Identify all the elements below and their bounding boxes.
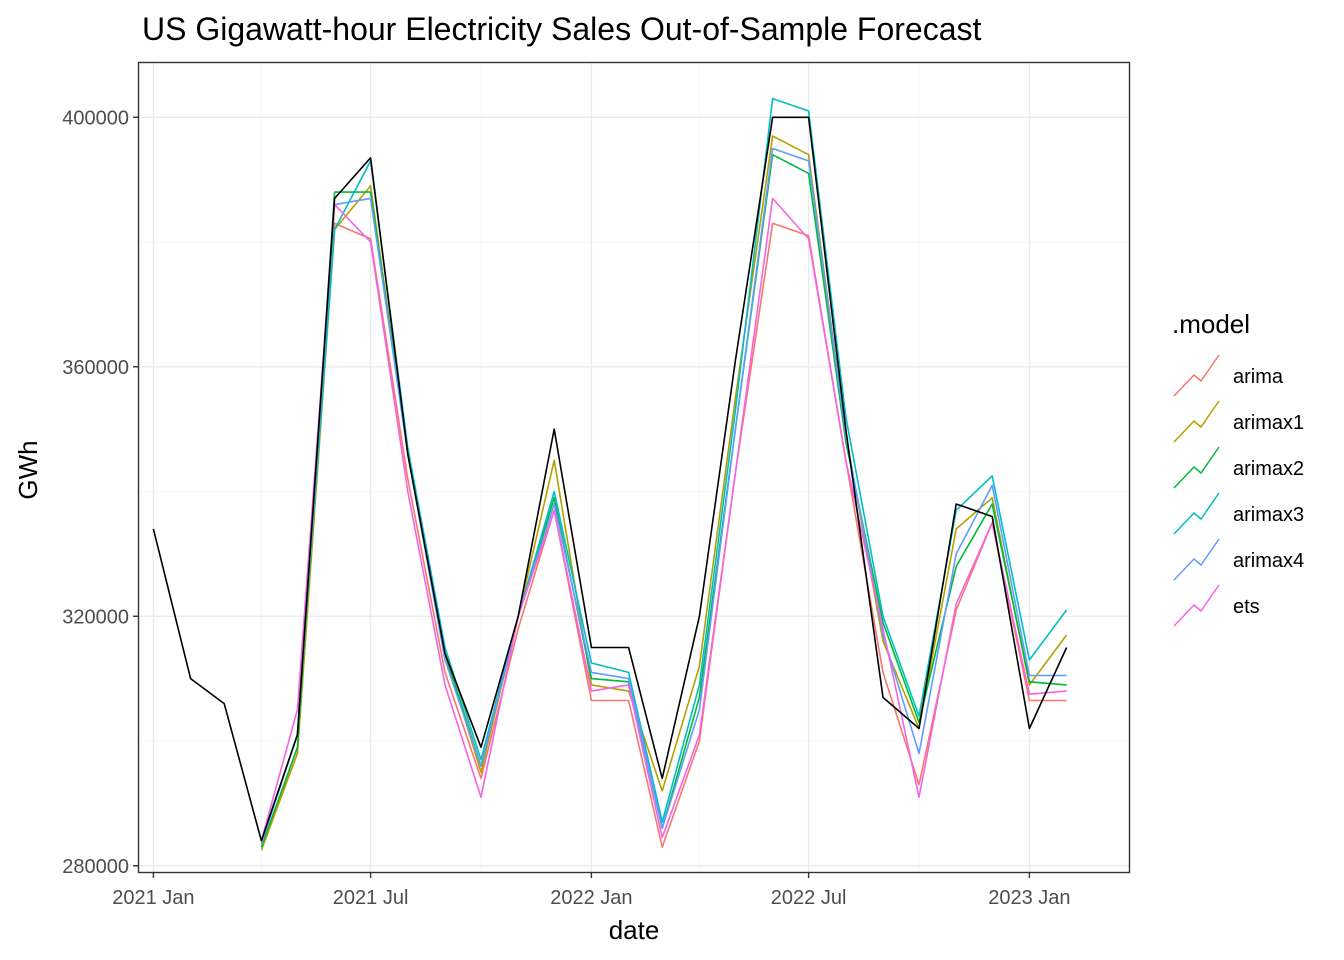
series-line-arimax4 — [260, 147, 1067, 845]
x-tick-label: 2021 Jul — [333, 887, 409, 909]
legend-key-arimax2 — [1173, 446, 1220, 489]
x-tick-label: 2022 Jan — [550, 887, 632, 909]
series-line-arimax3 — [260, 97, 1068, 842]
x-tick-label: 2023 Jan — [988, 887, 1070, 909]
plot-panel — [137, 61, 1131, 874]
grid — [139, 63, 1129, 872]
y-tick-label: 320000 — [62, 606, 129, 628]
legend-key-arima — [1173, 354, 1220, 397]
legend-label-ets: ets — [1233, 596, 1260, 618]
legend-key-arimax3 — [1173, 492, 1220, 535]
legend-title: .model — [1172, 309, 1250, 339]
series-lines — [152, 97, 1068, 851]
y-tick-label: 400000 — [62, 107, 129, 129]
legend-key-arimax1 — [1173, 400, 1220, 443]
legend-label-arimax2: arimax2 — [1233, 458, 1304, 480]
series-line-arimax1 — [260, 135, 1068, 851]
series-line-ets — [260, 197, 1067, 842]
x-axis-title: date — [609, 915, 660, 945]
x-axis: 2021 Jan 2021 Jul 2022 Jan 2022 Jul 2023 Jan — [112, 872, 1071, 909]
legend-label-arimax3: arimax3 — [1233, 504, 1304, 526]
actual-series-line — [152, 116, 1068, 842]
legend-label-arimax4: arimax4 — [1233, 550, 1304, 572]
y-axis: 280000 320000 360000 400000 — [62, 107, 139, 878]
y-tick-label: 360000 — [62, 357, 129, 379]
x-tick-label: 2021 Jan — [112, 887, 194, 909]
legend-label-arima: arima — [1233, 366, 1284, 388]
y-axis-title: GWh — [13, 440, 43, 499]
legend-label-arimax1: arimax1 — [1233, 412, 1304, 434]
chart-title: US Gigawatt-hour Electricity Sales Out-o… — [142, 11, 982, 47]
series-line-arima — [260, 222, 1067, 848]
x-tick-label: 2022 Jul — [771, 887, 847, 909]
legend-key-arimax4 — [1173, 538, 1220, 581]
series-line-arimax2 — [260, 153, 1067, 848]
legend-key-ets — [1173, 584, 1220, 627]
y-tick-label: 280000 — [62, 856, 129, 878]
legend: .model arima arimax1 arimax2 arimax3 arimax4… — [1172, 309, 1304, 627]
